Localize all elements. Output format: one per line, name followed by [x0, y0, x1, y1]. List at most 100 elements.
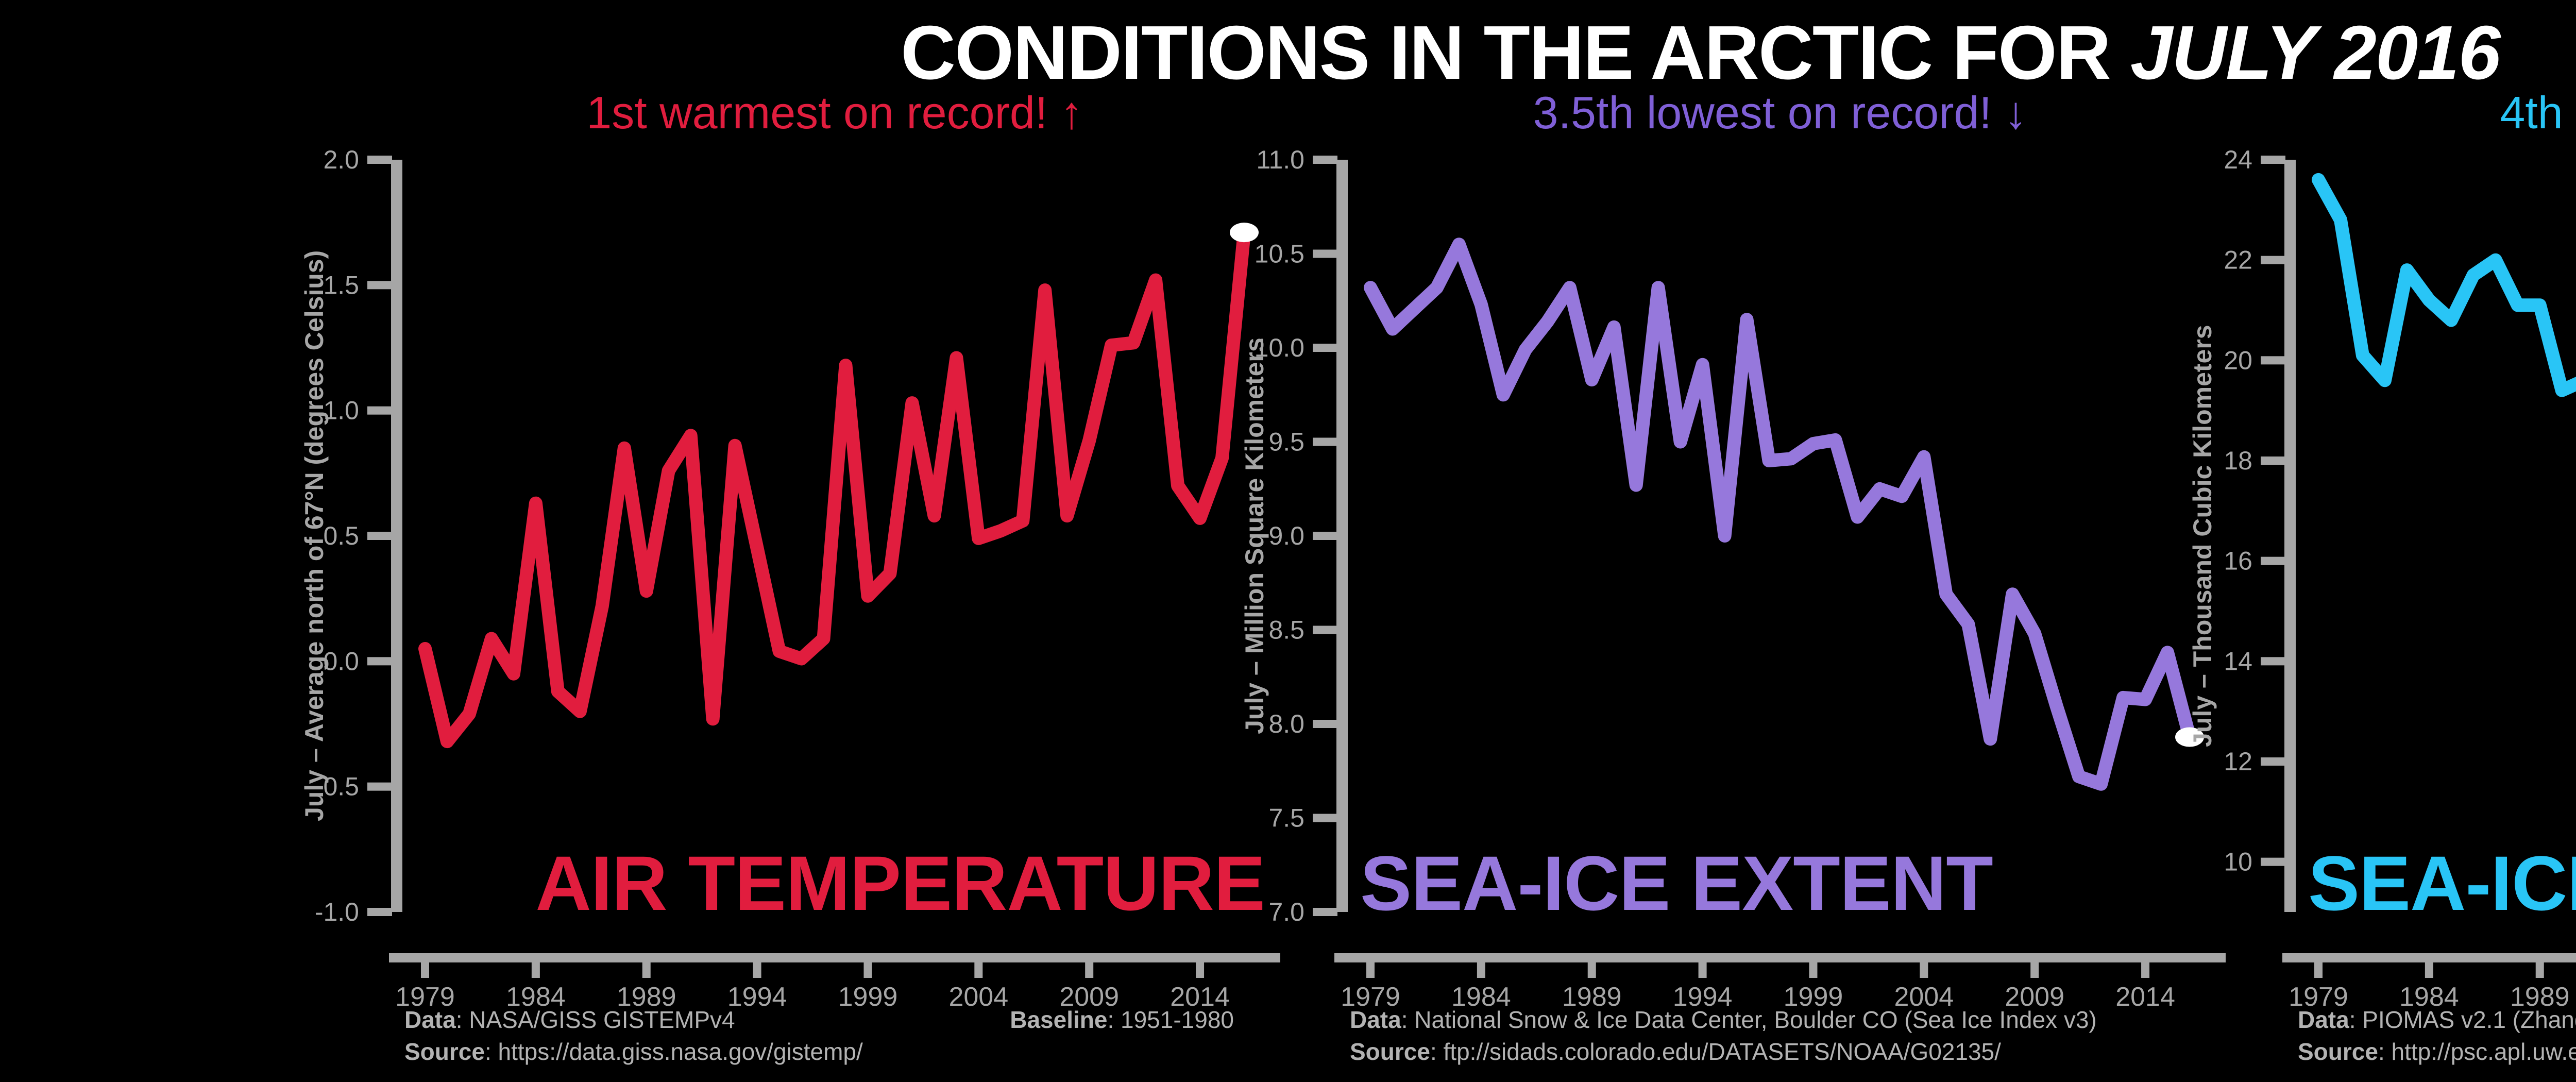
y-tick-mark: [2261, 556, 2285, 565]
sea-ice-extent-chart-title: SEA-ICE EXTENT: [1360, 840, 1993, 926]
x-axis-line: [1334, 953, 2226, 962]
x-tick-mark: [1920, 962, 1928, 978]
y-tick-label: 10.5: [1255, 240, 1304, 268]
y-tick-label: 11.0: [1256, 145, 1304, 174]
sea-ice-volume-chart-title: SEA-ICE VOLUME: [2308, 840, 2576, 926]
source-label: Source: [404, 1038, 485, 1065]
sea-ice-volume-data-line: Data: PIOMAS v2.1 (Zhang and Rothrock, 2…: [2298, 1006, 2576, 1034]
source-label: Source: [2298, 1038, 2378, 1065]
y-tick-label: 0.5: [323, 521, 359, 550]
data-label: Data: [404, 1006, 456, 1033]
x-tick-mark: [1366, 962, 1375, 978]
x-tick-mark: [1587, 962, 1596, 978]
data-text: NASA/GISS GISTEMPv4: [469, 1006, 735, 1033]
x-tick-mark: [1085, 962, 1094, 978]
x-tick-mark: [863, 962, 872, 978]
x-tick-label: 1999: [1784, 982, 1843, 1012]
air-temperature-chart-title: AIR TEMPERATURE: [535, 840, 1265, 926]
air-temperature-annotation: 1st warmest on record! ↑: [586, 87, 1083, 138]
sea-ice-extent-chart: 11.0 10.5 10.0 9.5 9.0 8.5 8.0 7.5 7.0 1979 1984 19…: [1255, 145, 2226, 1012]
y-tick-mark: [1313, 437, 1337, 446]
page-title: CONDITIONS IN THE ARCTIC FOR JULY 2016: [0, 9, 2576, 97]
data-text: National Snow & Ice Data Center, Boulder…: [1414, 1006, 2097, 1033]
y-tick-label: 1.5: [323, 270, 359, 299]
sea-ice-volume-chart: 2422201816141210197919841989199419992004…: [2224, 145, 2576, 1012]
y-tick-label: 8.0: [1268, 709, 1304, 738]
y-tick-label: 0.0: [323, 647, 359, 675]
x-tick-mark: [2535, 962, 2544, 978]
data-label: Data: [1350, 1006, 1401, 1033]
y-tick-label: 14: [2224, 647, 2252, 675]
page-title-date: JULY 2016: [2130, 10, 2501, 95]
y-tick-mark: [367, 406, 392, 415]
y-axis-spine: [2284, 160, 2296, 912]
y-tick-label: 10: [2224, 848, 2252, 876]
x-tick-label: 1989: [1562, 982, 1622, 1012]
x-tick-mark: [2030, 962, 2039, 978]
y-tick-mark: [1313, 908, 1337, 916]
sea-ice-extent-source-line: Source: ftp://sidads.colorado.edu/DATASE…: [1350, 1038, 2001, 1065]
y-tick-label: 20: [2224, 346, 2252, 375]
data-series-line: [418, 226, 1251, 749]
x-tick-mark: [2425, 962, 2433, 978]
y-tick-mark: [2261, 156, 2285, 164]
y-tick-mark: [2261, 757, 2285, 766]
x-tick-mark: [1698, 962, 1707, 978]
x-tick-label: 1989: [617, 982, 676, 1012]
baseline-text: 1951-1980: [1121, 1006, 1234, 1033]
x-tick-mark: [974, 962, 983, 978]
x-tick-label: 1984: [506, 982, 566, 1012]
source-text: ftp://sidads.colorado.edu/DATASETS/NOAA/…: [1443, 1038, 2001, 1065]
x-tick-mark: [642, 962, 651, 978]
x-tick-mark: [1477, 962, 1485, 978]
y-tick-label: 9.5: [1268, 428, 1304, 457]
y-tick-mark: [1313, 249, 1337, 258]
y-tick-label: -1.0: [315, 898, 359, 926]
y-tick-mark: [1313, 625, 1337, 634]
y-tick-mark: [367, 657, 392, 666]
x-tick-label: 1994: [727, 982, 787, 1012]
sea-ice-volume-annotation: 4th lowest on record! ↓: [2500, 87, 2576, 138]
sea-ice-extent-annotation: 3.5th lowest on record! ↓: [1533, 87, 2027, 138]
x-axis-line: [2282, 953, 2576, 962]
y-tick-label: 18: [2224, 446, 2252, 475]
y-tick-mark: [2261, 857, 2285, 866]
x-tick-mark: [421, 962, 429, 978]
source-text: https://data.giss.nasa.gov/gistemp/: [498, 1038, 863, 1065]
y-tick-mark: [367, 156, 392, 164]
x-tick-label: 2004: [948, 982, 1008, 1012]
y-tick-mark: [1313, 156, 1337, 164]
x-tick-label: 1979: [1341, 982, 1400, 1012]
x-tick-mark: [2314, 962, 2323, 978]
data-text: PIOMAS v2.1 (Zhang and Rothrock, 2003; S…: [2362, 1006, 2576, 1033]
y-tick-label: 2.0: [323, 145, 359, 174]
data-series-line: [1364, 238, 2196, 791]
data-label: Data: [2298, 1006, 2349, 1033]
x-tick-mark: [531, 962, 540, 978]
x-tick-label: 1979: [395, 982, 455, 1012]
y-tick-mark: [2261, 457, 2285, 465]
y-tick-label: 7.0: [1268, 898, 1304, 926]
x-tick-label: 1994: [1673, 982, 1733, 1012]
y-tick-label: 9.0: [1268, 521, 1304, 550]
baseline-label: Baseline: [1010, 1006, 1108, 1033]
y-tick-mark: [367, 532, 392, 540]
x-tick-label: 2009: [1059, 982, 1119, 1012]
y-tick-label: 16: [2224, 547, 2252, 576]
sea-ice-volume-source-line: Source: http://psc.apl.uw.edu/research/p…: [2298, 1038, 2576, 1066]
y-tick-label: 8.5: [1268, 616, 1304, 645]
sea-ice-extent-data-line: Data: National Snow & Ice Data Center, B…: [1350, 1006, 2097, 1033]
air-temperature-data-line: Data: NASA/GISS GISTEMPv4 Baseline: 1951…: [404, 1006, 1234, 1033]
y-tick-mark: [367, 782, 392, 791]
data-series-line: [2312, 173, 2576, 397]
source-text: http://psc.apl.uw.edu/research/projects/…: [2391, 1038, 2576, 1065]
y-tick-mark: [2261, 256, 2285, 264]
air-temperature-chart: 2.0 1.5 1.0 0.5 0.0 -0.5 -1.0 1979 1984 1989 1994 1…: [315, 145, 1280, 1012]
page-title-main: CONDITIONS IN THE ARCTIC FOR: [901, 10, 2130, 95]
y-tick-label: 12: [2224, 747, 2252, 776]
x-axis-line: [389, 953, 1280, 962]
y-tick-mark: [1313, 532, 1337, 540]
y-axis-spine: [1336, 160, 1348, 912]
x-tick-mark: [2141, 962, 2150, 978]
y-tick-mark: [367, 908, 392, 916]
